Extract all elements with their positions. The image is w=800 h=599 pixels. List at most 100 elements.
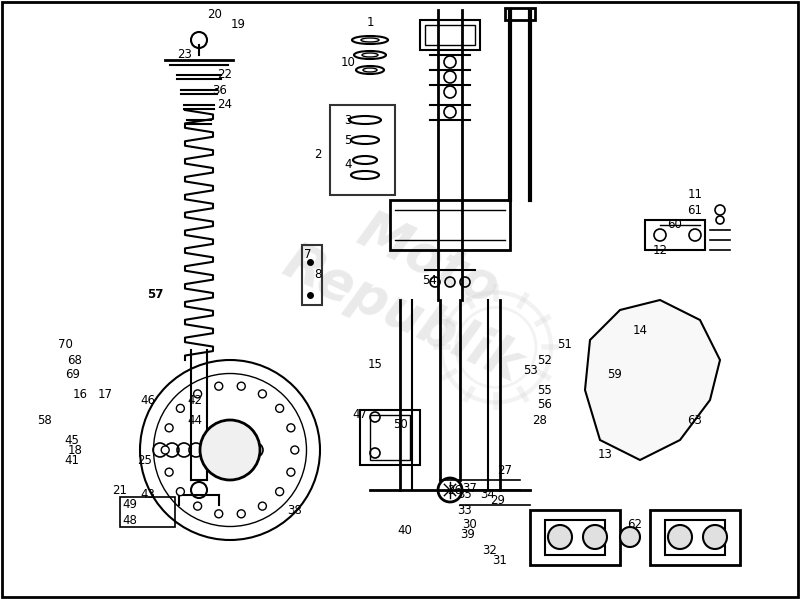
Text: 27: 27 <box>498 464 513 476</box>
Text: 22: 22 <box>218 68 233 81</box>
Bar <box>665 520 725 555</box>
Text: 51: 51 <box>558 338 573 352</box>
Bar <box>302 245 322 305</box>
Text: 7: 7 <box>304 249 312 262</box>
Bar <box>420 20 480 50</box>
Bar <box>530 510 620 565</box>
Text: 45: 45 <box>65 434 79 446</box>
Circle shape <box>215 435 245 465</box>
Text: 34: 34 <box>481 489 495 501</box>
Circle shape <box>238 510 246 518</box>
Text: 2: 2 <box>314 149 322 162</box>
Circle shape <box>258 390 266 398</box>
Text: 4: 4 <box>344 159 352 171</box>
Text: 54: 54 <box>422 274 438 286</box>
Text: 1: 1 <box>366 16 374 29</box>
Text: 23: 23 <box>178 49 193 62</box>
Bar <box>360 410 420 465</box>
Circle shape <box>161 446 170 454</box>
Text: 18: 18 <box>67 443 82 456</box>
Text: 35: 35 <box>458 489 472 501</box>
Text: 29: 29 <box>490 494 506 507</box>
Text: 48: 48 <box>122 513 138 527</box>
Text: 41: 41 <box>65 453 79 467</box>
Text: 42: 42 <box>187 394 202 407</box>
Circle shape <box>214 510 222 518</box>
Text: 33: 33 <box>458 504 472 516</box>
Bar <box>645 220 705 250</box>
Circle shape <box>291 446 299 454</box>
Bar <box>505 8 535 20</box>
Circle shape <box>194 390 202 398</box>
Text: 44: 44 <box>187 413 202 426</box>
Circle shape <box>620 527 640 547</box>
Bar <box>330 105 395 195</box>
Ellipse shape <box>200 420 260 480</box>
Circle shape <box>258 502 266 510</box>
Circle shape <box>176 488 184 495</box>
Text: 3: 3 <box>344 113 352 126</box>
Circle shape <box>583 525 607 549</box>
Text: 69: 69 <box>66 368 81 382</box>
Text: 10: 10 <box>341 56 355 68</box>
Text: 5: 5 <box>344 134 352 147</box>
Text: 39: 39 <box>461 528 475 541</box>
Bar <box>650 510 740 565</box>
Polygon shape <box>585 300 720 460</box>
Text: 68: 68 <box>67 353 82 367</box>
Circle shape <box>276 404 284 412</box>
Circle shape <box>276 488 284 495</box>
Text: 47: 47 <box>353 409 367 422</box>
Circle shape <box>165 468 173 476</box>
Text: 50: 50 <box>393 419 407 431</box>
Circle shape <box>548 525 572 549</box>
Text: 56: 56 <box>538 398 553 412</box>
Text: 19: 19 <box>230 19 246 32</box>
Text: 14: 14 <box>633 323 647 337</box>
Bar <box>370 415 410 460</box>
Text: 16: 16 <box>73 389 87 401</box>
Text: 49: 49 <box>122 498 138 512</box>
Bar <box>545 520 605 555</box>
Text: 25: 25 <box>138 453 153 467</box>
Circle shape <box>703 525 727 549</box>
Circle shape <box>287 468 295 476</box>
Text: 31: 31 <box>493 553 507 567</box>
Text: 46: 46 <box>141 394 155 407</box>
Text: 40: 40 <box>398 524 413 537</box>
Text: 53: 53 <box>522 364 538 377</box>
Text: 24: 24 <box>218 98 233 111</box>
Text: 52: 52 <box>538 353 553 367</box>
Text: 61: 61 <box>687 204 702 216</box>
Text: 37: 37 <box>462 482 478 495</box>
Text: 21: 21 <box>113 483 127 497</box>
Text: 62: 62 <box>627 519 642 531</box>
Text: 20: 20 <box>207 8 222 22</box>
Circle shape <box>668 525 692 549</box>
Text: 30: 30 <box>462 519 478 531</box>
Circle shape <box>176 404 184 412</box>
Text: 12: 12 <box>653 244 667 256</box>
Text: 17: 17 <box>98 389 113 401</box>
Text: Moto
Republik: Moto Republik <box>275 182 557 393</box>
Bar <box>120 497 175 527</box>
Text: 38: 38 <box>288 504 302 516</box>
Bar <box>390 200 510 250</box>
Circle shape <box>287 424 295 432</box>
Text: 13: 13 <box>598 449 613 461</box>
Circle shape <box>214 382 222 390</box>
Text: 57: 57 <box>147 289 163 301</box>
Text: 36: 36 <box>213 83 227 96</box>
Text: 55: 55 <box>538 383 552 397</box>
Circle shape <box>194 502 202 510</box>
Text: 15: 15 <box>367 358 382 371</box>
Text: 43: 43 <box>141 489 155 501</box>
Text: 59: 59 <box>607 368 622 382</box>
Text: 60: 60 <box>667 219 682 231</box>
Text: 70: 70 <box>58 338 73 352</box>
Bar <box>425 25 475 45</box>
Text: 8: 8 <box>314 268 322 282</box>
Text: 28: 28 <box>533 413 547 426</box>
Text: 58: 58 <box>38 413 52 426</box>
Text: 26: 26 <box>447 483 462 497</box>
